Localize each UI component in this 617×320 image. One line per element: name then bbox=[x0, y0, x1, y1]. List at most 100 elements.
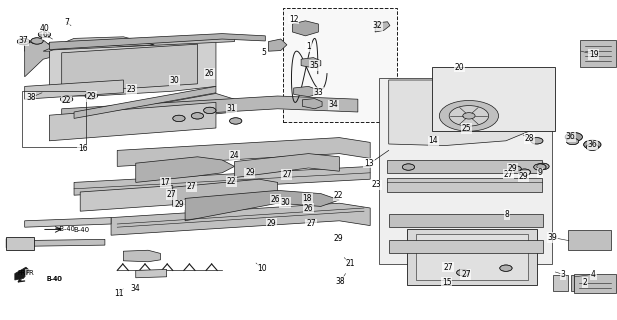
Text: 29: 29 bbox=[507, 164, 517, 172]
Text: 38: 38 bbox=[336, 277, 346, 286]
Bar bbox=[6, 237, 34, 250]
Circle shape bbox=[31, 38, 43, 44]
Polygon shape bbox=[80, 186, 173, 211]
Text: 36: 36 bbox=[587, 140, 597, 149]
Text: B-40: B-40 bbox=[47, 276, 62, 282]
Circle shape bbox=[457, 269, 469, 276]
Circle shape bbox=[85, 93, 97, 99]
Polygon shape bbox=[62, 44, 197, 93]
Circle shape bbox=[17, 38, 30, 45]
Text: 31: 31 bbox=[226, 104, 236, 113]
Bar bbox=[22, 91, 86, 147]
Circle shape bbox=[509, 166, 521, 172]
Polygon shape bbox=[25, 35, 234, 51]
Polygon shape bbox=[15, 267, 30, 280]
Text: 28: 28 bbox=[524, 134, 534, 143]
Circle shape bbox=[584, 140, 601, 149]
Polygon shape bbox=[292, 21, 318, 36]
Text: 17: 17 bbox=[160, 178, 170, 187]
Polygon shape bbox=[49, 102, 216, 141]
Polygon shape bbox=[136, 157, 234, 182]
Polygon shape bbox=[389, 214, 543, 227]
Circle shape bbox=[566, 138, 579, 145]
Text: 29: 29 bbox=[267, 219, 276, 228]
Text: 29: 29 bbox=[333, 234, 343, 243]
Bar bbox=[407, 229, 537, 285]
Text: 38: 38 bbox=[26, 93, 36, 102]
Text: 26: 26 bbox=[304, 204, 313, 212]
Circle shape bbox=[230, 118, 242, 124]
Text: 19: 19 bbox=[589, 50, 598, 59]
Polygon shape bbox=[375, 22, 390, 32]
Text: 29: 29 bbox=[174, 200, 184, 209]
Polygon shape bbox=[111, 203, 370, 235]
Polygon shape bbox=[580, 40, 616, 67]
Polygon shape bbox=[62, 96, 358, 122]
Text: 29: 29 bbox=[245, 168, 255, 177]
Circle shape bbox=[439, 100, 499, 131]
Polygon shape bbox=[302, 99, 322, 109]
Circle shape bbox=[500, 265, 512, 271]
Polygon shape bbox=[74, 93, 247, 126]
Text: 27: 27 bbox=[503, 170, 513, 179]
Text: 34: 34 bbox=[328, 100, 338, 109]
Text: 27: 27 bbox=[282, 170, 292, 179]
Polygon shape bbox=[123, 250, 160, 262]
Bar bbox=[571, 275, 574, 291]
Text: 32: 32 bbox=[373, 21, 383, 30]
Circle shape bbox=[518, 169, 531, 175]
Polygon shape bbox=[136, 269, 167, 278]
Text: 35: 35 bbox=[310, 61, 320, 70]
Text: 5: 5 bbox=[262, 48, 267, 57]
Polygon shape bbox=[74, 166, 370, 195]
Circle shape bbox=[565, 132, 582, 141]
Polygon shape bbox=[25, 218, 111, 227]
Polygon shape bbox=[185, 190, 339, 221]
Text: 3: 3 bbox=[560, 270, 565, 279]
Text: 18: 18 bbox=[302, 194, 312, 203]
Polygon shape bbox=[387, 178, 542, 192]
Polygon shape bbox=[387, 160, 542, 173]
Text: 16: 16 bbox=[78, 144, 88, 153]
Polygon shape bbox=[74, 86, 216, 118]
Polygon shape bbox=[432, 67, 555, 131]
Circle shape bbox=[60, 96, 73, 102]
Polygon shape bbox=[574, 274, 616, 293]
Circle shape bbox=[531, 138, 543, 144]
Text: →B-40: →B-40 bbox=[54, 227, 75, 232]
Polygon shape bbox=[19, 239, 105, 246]
Circle shape bbox=[534, 164, 546, 170]
Text: 15: 15 bbox=[442, 278, 452, 287]
Bar bbox=[553, 275, 568, 291]
Text: 2: 2 bbox=[582, 278, 587, 287]
Text: 13: 13 bbox=[364, 159, 374, 168]
Text: 22: 22 bbox=[62, 96, 72, 105]
Circle shape bbox=[173, 115, 185, 122]
Text: 27: 27 bbox=[443, 263, 453, 272]
Circle shape bbox=[191, 113, 204, 119]
Polygon shape bbox=[301, 58, 321, 68]
Polygon shape bbox=[49, 40, 216, 96]
Circle shape bbox=[463, 113, 475, 119]
Polygon shape bbox=[117, 138, 370, 166]
Text: 23: 23 bbox=[126, 85, 136, 94]
Text: 12: 12 bbox=[289, 15, 299, 24]
Text: 20: 20 bbox=[455, 63, 465, 72]
Polygon shape bbox=[268, 39, 287, 51]
Text: FR: FR bbox=[17, 270, 26, 276]
Text: 25: 25 bbox=[462, 124, 471, 133]
Text: B-40: B-40 bbox=[73, 227, 89, 233]
Polygon shape bbox=[173, 179, 278, 206]
Text: 29: 29 bbox=[86, 92, 96, 101]
Text: 30: 30 bbox=[170, 76, 180, 85]
Polygon shape bbox=[568, 230, 611, 250]
Polygon shape bbox=[49, 34, 265, 50]
Text: 7: 7 bbox=[64, 18, 69, 27]
Polygon shape bbox=[389, 80, 537, 146]
Text: 1: 1 bbox=[306, 42, 311, 51]
Circle shape bbox=[402, 164, 415, 170]
Text: 27: 27 bbox=[461, 270, 471, 279]
Text: 9: 9 bbox=[537, 168, 542, 177]
Text: 27: 27 bbox=[186, 182, 196, 191]
Text: 27: 27 bbox=[167, 190, 176, 199]
